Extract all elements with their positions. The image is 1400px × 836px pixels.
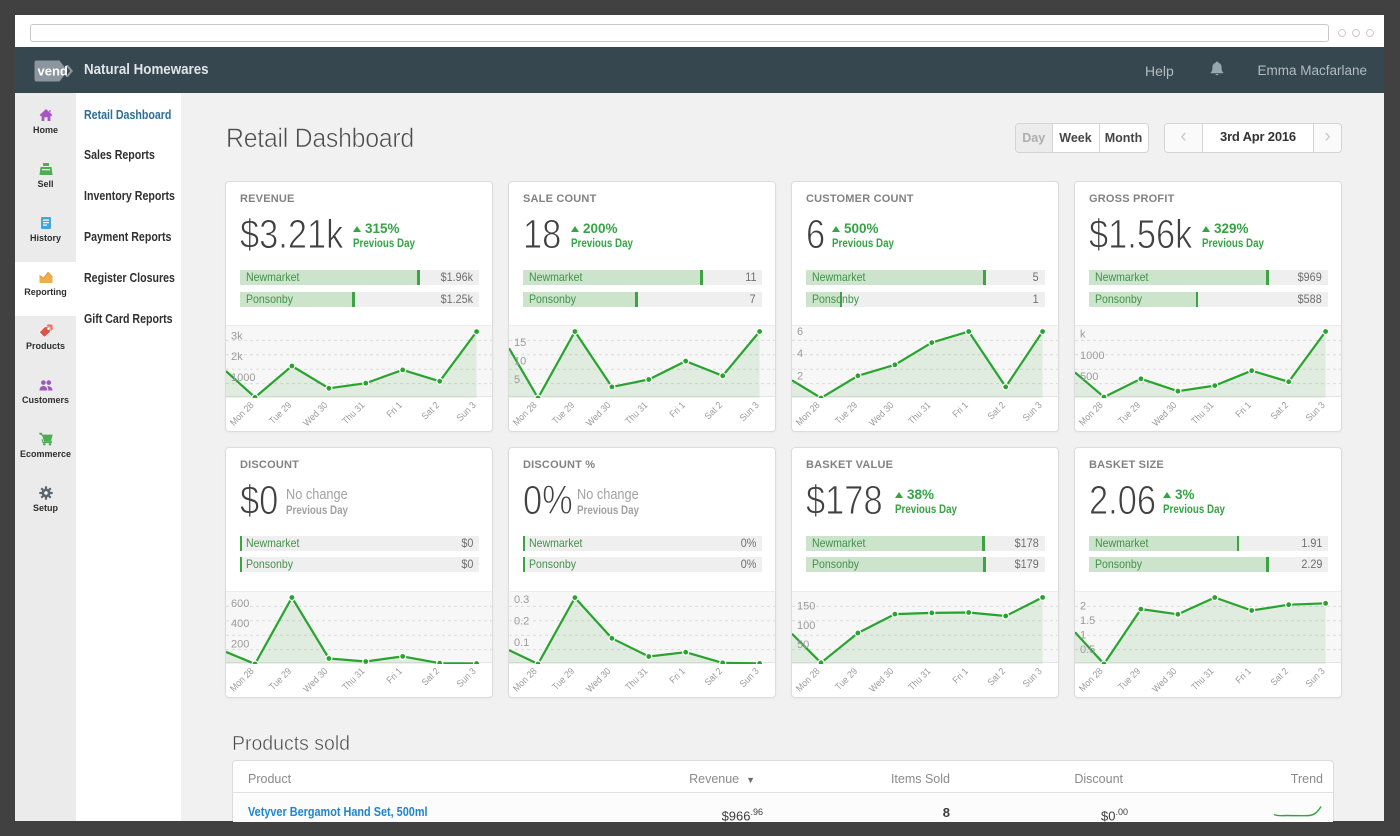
svg-text:100: 100 [797,619,815,631]
svg-text:4: 4 [797,348,803,360]
svg-text:50: 50 [797,639,809,651]
svg-text:200: 200 [231,638,249,650]
svg-text:3k: 3k [231,331,243,343]
svg-text:0.5: 0.5 [1080,644,1095,656]
svg-text:k: k [1080,329,1086,341]
svg-text:6: 6 [797,326,803,338]
svg-text:0.1: 0.1 [514,637,529,649]
svg-text:150: 150 [797,600,815,612]
svg-text:15: 15 [514,337,526,349]
svg-text:0.2: 0.2 [514,615,529,627]
svg-text:400: 400 [231,618,249,630]
svg-text:0.3: 0.3 [514,594,529,606]
svg-text:2: 2 [1080,600,1086,612]
svg-text:1.5: 1.5 [1080,615,1095,627]
svg-text:5: 5 [514,374,520,386]
svg-text:2k: 2k [231,351,243,363]
svg-text:10: 10 [514,356,526,368]
svg-text:vend: vend [38,63,68,78]
svg-text:1000: 1000 [1080,350,1104,362]
svg-text:1: 1 [1080,629,1086,641]
svg-text:500: 500 [1080,371,1098,383]
svg-text:2: 2 [797,370,803,382]
svg-text:1000: 1000 [231,372,255,384]
svg-text:600: 600 [231,598,249,610]
